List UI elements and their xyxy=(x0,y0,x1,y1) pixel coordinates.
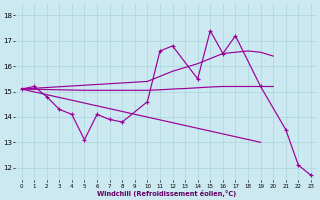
X-axis label: Windchill (Refroidissement éolien,°C): Windchill (Refroidissement éolien,°C) xyxy=(97,190,236,197)
